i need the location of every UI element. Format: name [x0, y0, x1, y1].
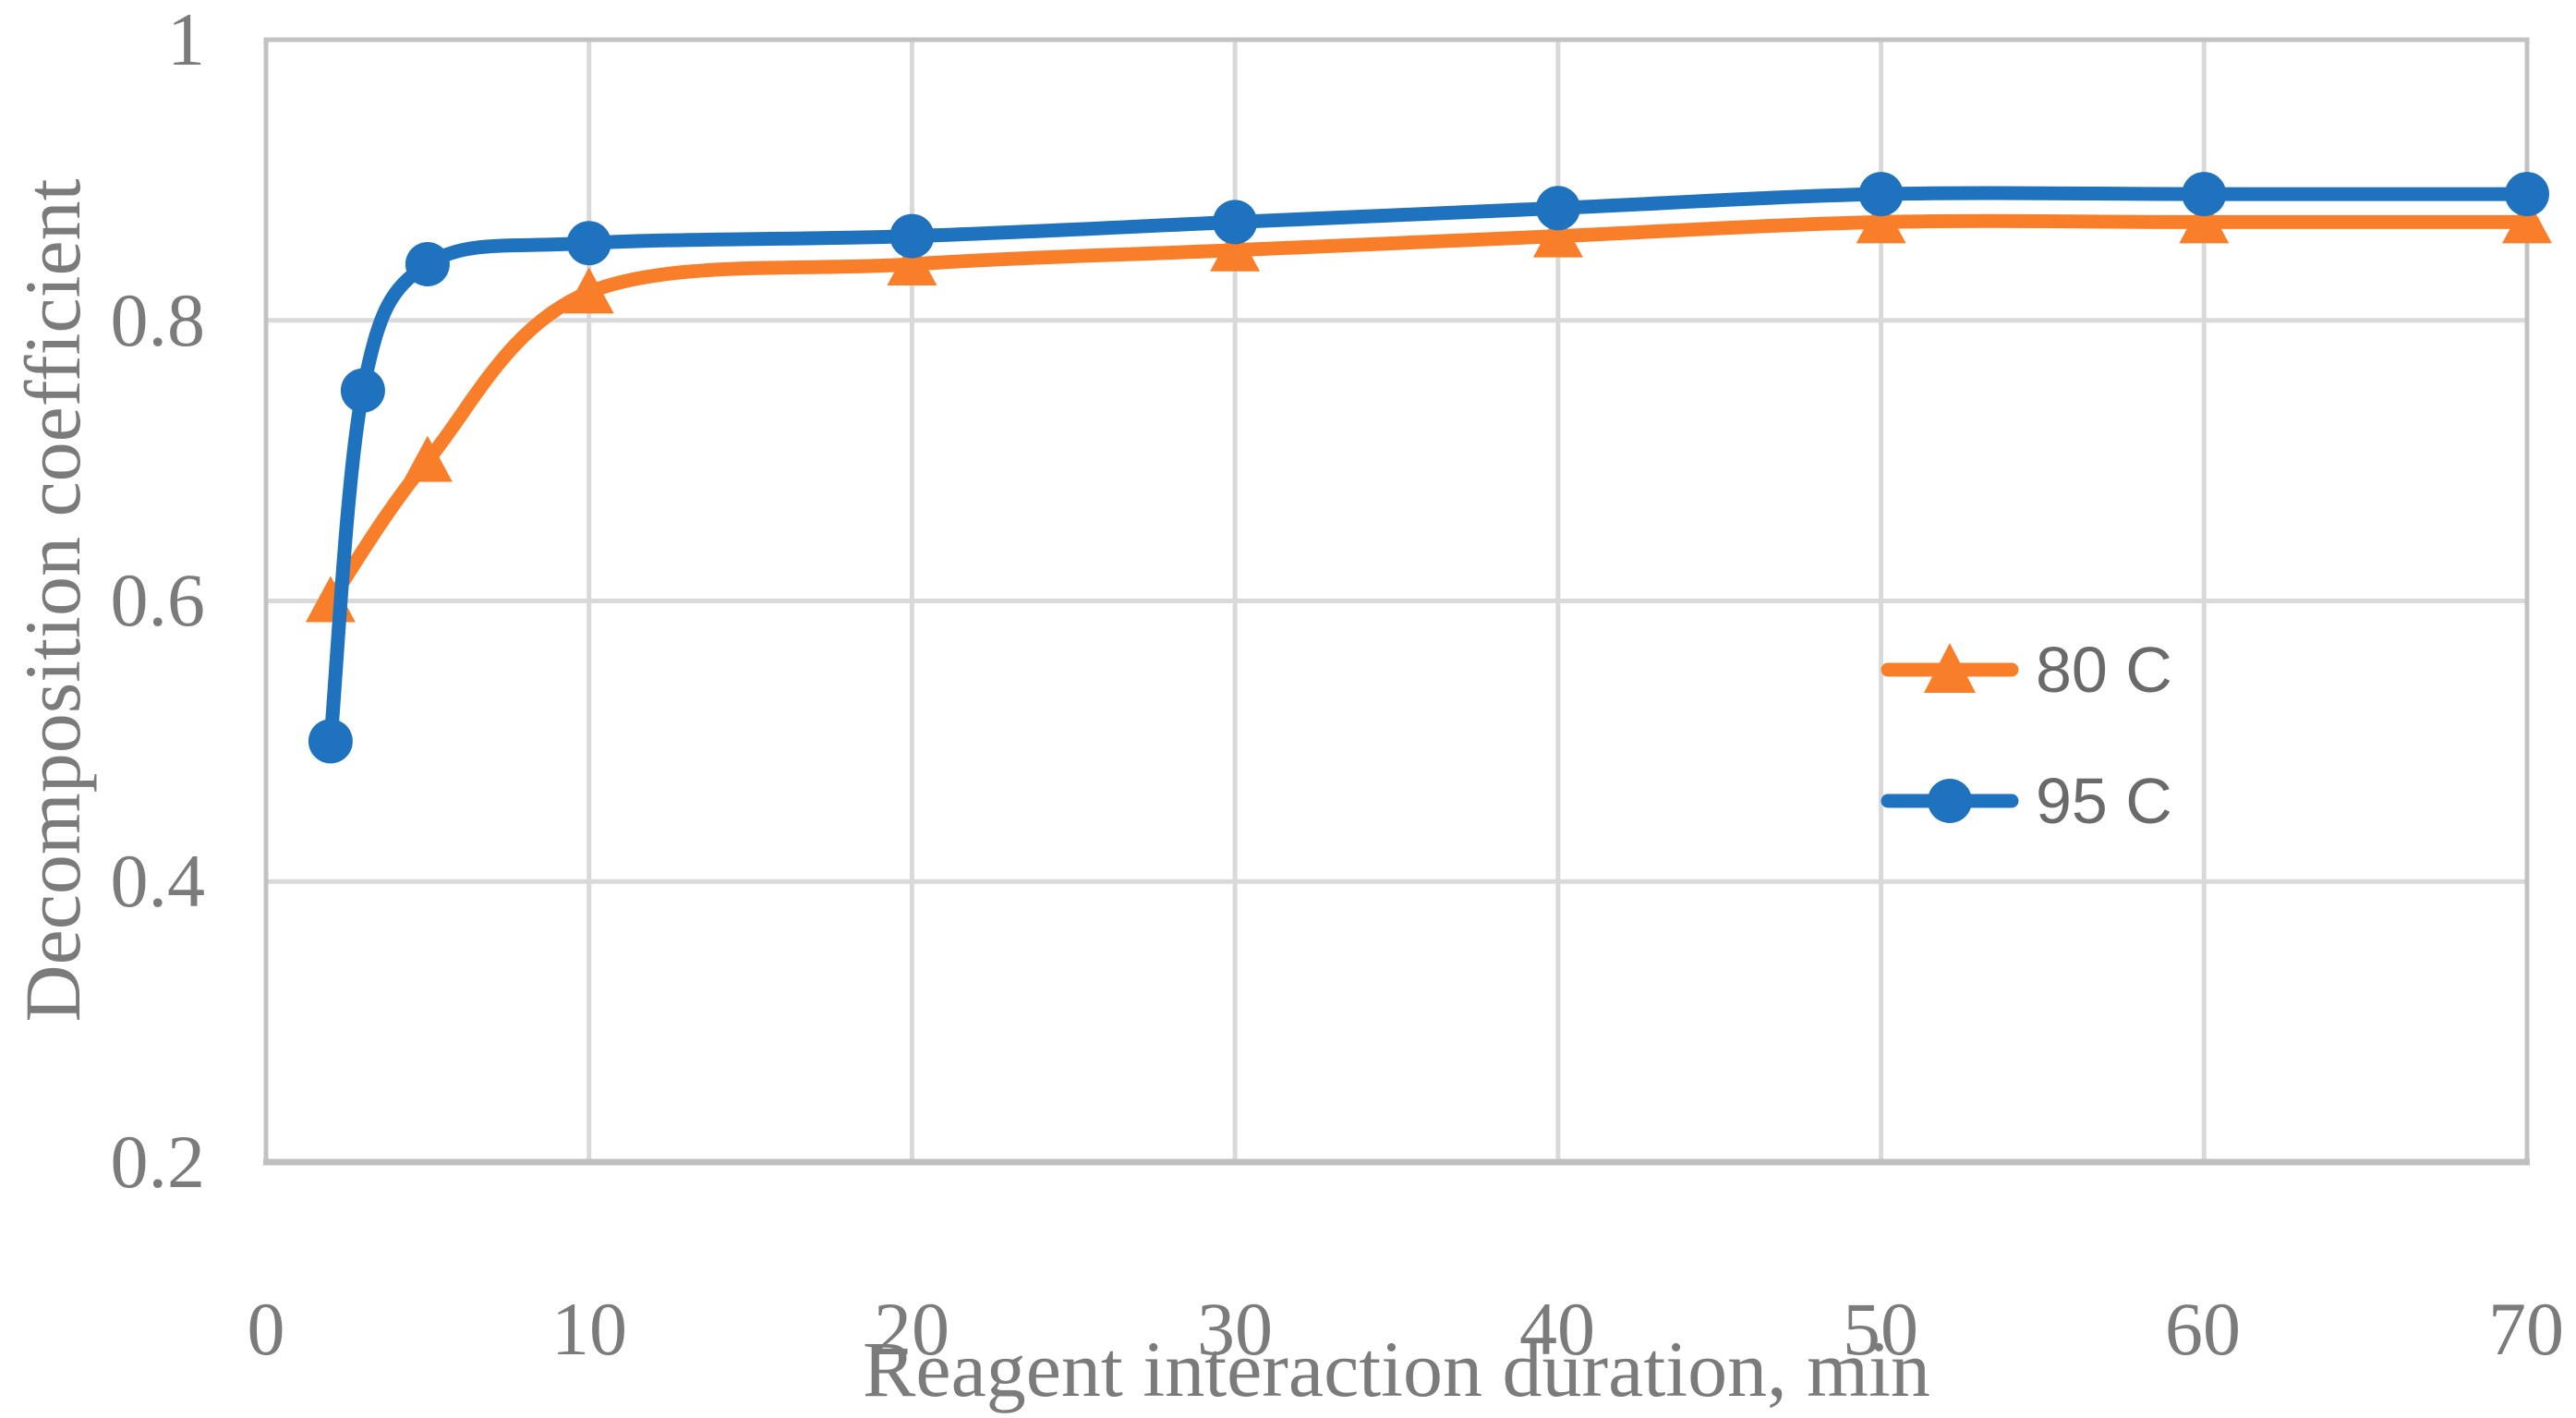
x-tick-label-50: 50 — [1843, 1287, 1918, 1371]
legend-item-95c: 95 C — [1881, 759, 2172, 842]
x-tick-label-40: 40 — [1519, 1287, 1595, 1371]
x-axis-title: Reagent interaction duration, min — [863, 1325, 1930, 1413]
y-tick-label-0-8: 0.8 — [110, 278, 206, 362]
y-tick-label-0-4: 0.4 — [110, 839, 206, 923]
x-tick-label-10: 10 — [551, 1287, 627, 1371]
series-line-95c — [323, 186, 2534, 748]
legend-label-95c: 95 C — [2036, 765, 2172, 837]
y-axis-title: Decomposition coefficient — [8, 178, 97, 1023]
y-tick-label-0-6: 0.6 — [110, 558, 206, 642]
x-tick-label-70: 70 — [2488, 1287, 2564, 1371]
legend-label-80c: 80 C — [2036, 634, 2172, 706]
triangle-marker-icon — [1881, 643, 2019, 693]
legend: 80 C 95 C — [1881, 628, 2172, 842]
y-tick-label-1: 1 — [167, 0, 205, 81]
legend-item-80c: 80 C — [1881, 628, 2172, 711]
y-tick-label-0-2: 0.2 — [110, 1120, 206, 1204]
x-tick-label-30: 30 — [1197, 1287, 1273, 1371]
x-tick-label-0: 0 — [247, 1287, 285, 1371]
x-tick-label-20: 20 — [874, 1287, 949, 1371]
x-tick-label-60: 60 — [2165, 1287, 2241, 1371]
series-line-80c — [323, 213, 2534, 608]
circle-marker-icon — [1881, 779, 2019, 823]
